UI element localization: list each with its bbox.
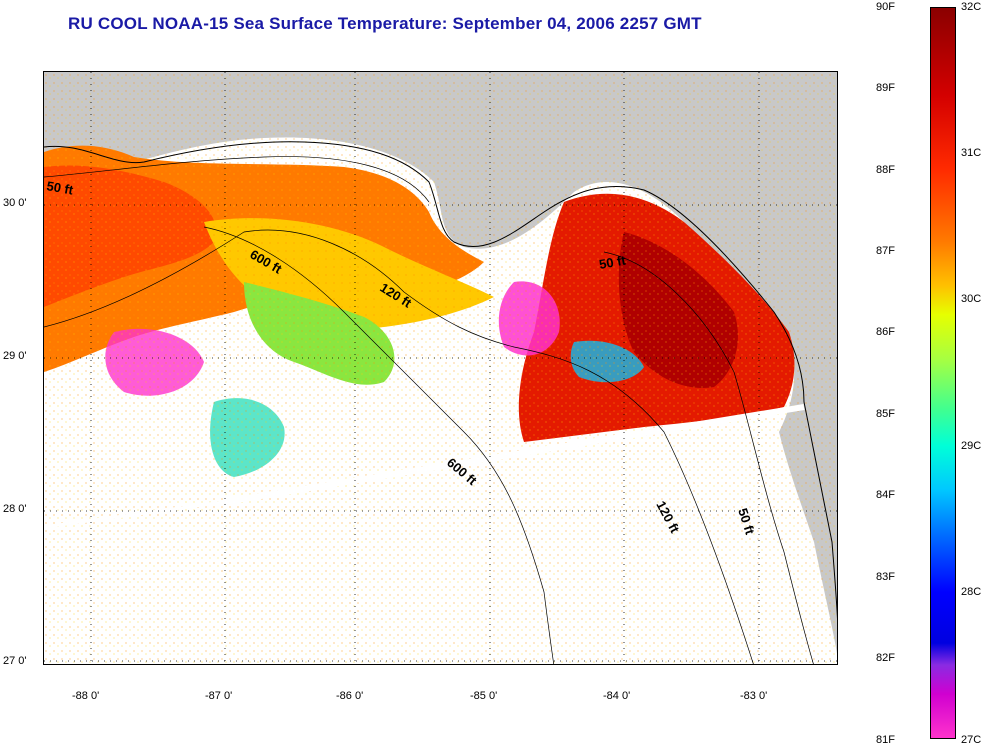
contour-50ft-west: [44, 156, 430, 203]
sst-map[interactable]: 50 ft 600 ft 120 ft 50 ft 600 ft 120 ft …: [43, 71, 838, 665]
colorbar-c-label: 27C: [961, 734, 982, 746]
longitude-label: -83 0': [740, 690, 768, 702]
longitude-label: -86 0': [336, 690, 364, 702]
longitude-label: -85 0': [470, 690, 498, 702]
graticule: [44, 72, 837, 664]
longitude-label: -88 0': [72, 690, 100, 702]
temperature-colorbar: [930, 7, 956, 739]
colorbar-f-label: 85F: [876, 408, 895, 420]
colorbar-c-label: 28C: [961, 586, 982, 598]
swath-gap-line: [44, 500, 225, 529]
longitude-label: -87 0': [205, 690, 233, 702]
contour-600ft: [203, 226, 555, 664]
colorbar-f-label: 90F: [876, 1, 895, 13]
contour-label: 50 ft: [598, 252, 628, 272]
colorbar-f-label: 83F: [876, 571, 895, 583]
colorbar-f-label: 81F: [876, 734, 895, 746]
latitude-label: 29 0': [3, 350, 27, 362]
map-title: RU COOL NOAA-15 Sea Surface Temperature:…: [68, 14, 702, 33]
colorbar-f-label: 82F: [876, 652, 895, 664]
latitude-label: 28 0': [3, 503, 27, 515]
contour-120ft: [44, 229, 754, 664]
colorbar-c-label: 32C: [961, 1, 982, 13]
sst-speckle-texture: [44, 72, 837, 664]
coastline: [44, 141, 837, 619]
swath-gap-line: [223, 404, 805, 505]
sst-map-canvas: 50 ft 600 ft 120 ft 50 ft 600 ft 120 ft …: [44, 72, 837, 664]
longitude-label: -84 0': [603, 690, 631, 702]
contour-50ft-east: [603, 251, 814, 664]
colorbar-c-label: 31C: [961, 147, 982, 159]
colorbar-c-label: 29C: [961, 440, 982, 452]
colorbar-f-label: 84F: [876, 489, 895, 501]
colorbar-f-label: 87F: [876, 245, 895, 257]
contour-label: 50 ft: [45, 178, 75, 198]
colorbar-f-label: 89F: [876, 82, 895, 94]
colorbar-c-label: 30C: [961, 293, 982, 305]
colorbar-f-label: 88F: [876, 164, 895, 176]
latitude-label: 30 0': [3, 197, 27, 209]
colorbar-f-label: 86F: [876, 326, 895, 338]
latitude-label: 27 0': [3, 655, 27, 667]
